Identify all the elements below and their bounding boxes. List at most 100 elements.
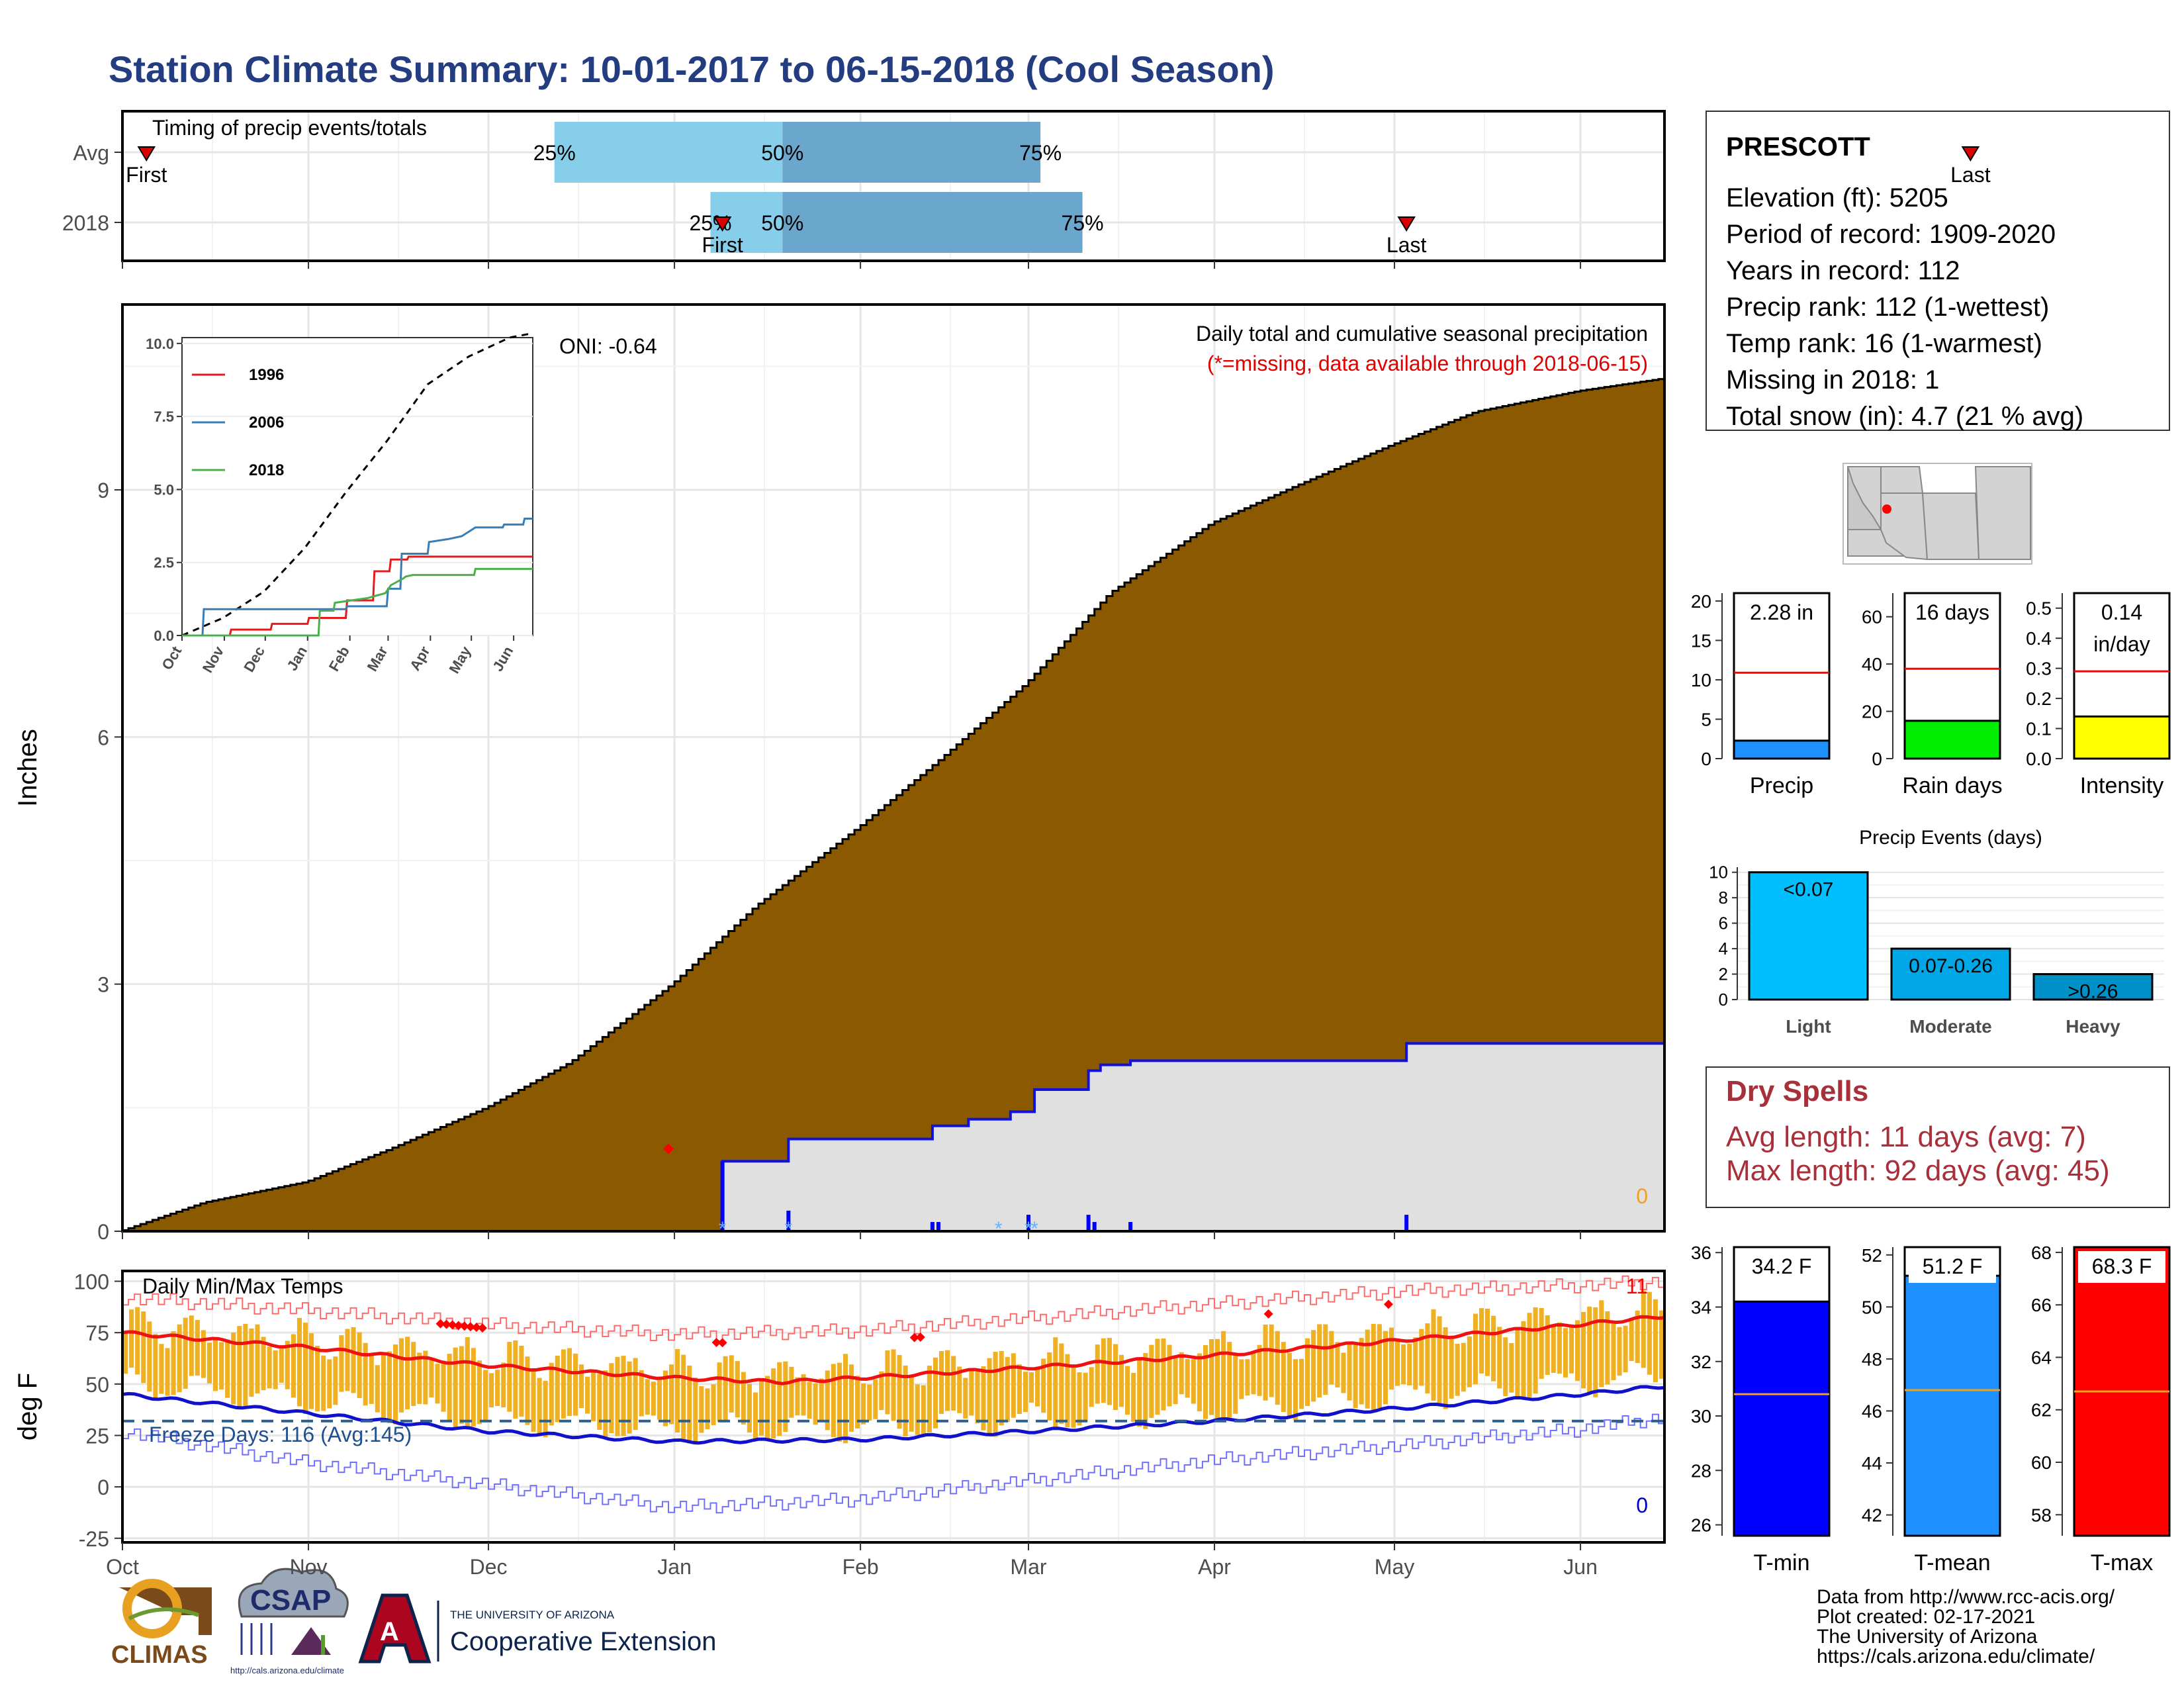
daily-temp-bar xyxy=(1293,1359,1298,1420)
daily-temp-bar xyxy=(891,1349,896,1421)
timing-p50-label: 50% xyxy=(761,141,803,165)
daily-precip-bar xyxy=(1086,1215,1091,1231)
daily-temp-bar xyxy=(279,1347,284,1383)
daily-temp-bar xyxy=(645,1379,650,1415)
daily-temp-bar xyxy=(933,1357,938,1429)
daily-temp-bar xyxy=(249,1328,254,1397)
daily-temp-bar xyxy=(789,1366,794,1418)
daily-temp-bar xyxy=(177,1324,182,1393)
temp-frame xyxy=(121,1270,1666,1544)
tmax-panel-y-tick-label: 58 xyxy=(2031,1505,2052,1525)
csap-wordmark: CSAP xyxy=(250,1584,331,1617)
precip-events-y-tick-label: 8 xyxy=(1719,888,1728,908)
daily-temp-bar xyxy=(957,1366,962,1413)
daily-temp-bar xyxy=(579,1364,584,1409)
daily-temp-bar xyxy=(392,1344,398,1425)
daily-temp-bar xyxy=(1593,1307,1598,1397)
temp-y-tick-label: 0 xyxy=(97,1476,109,1499)
climas-logo: CLIMAS xyxy=(111,1579,212,1669)
daily-temp-bar xyxy=(1155,1338,1160,1415)
daily-temp-bar xyxy=(975,1372,980,1424)
station-snow: Total snow (in): 4.7 (21 % avg) xyxy=(1726,402,2083,431)
daily-temp-bar xyxy=(1197,1353,1202,1412)
rain-days-panel-value-label: 16 days xyxy=(1915,600,1989,624)
daily-temp-bar xyxy=(639,1370,644,1417)
inset-y-tick-label: 0.0 xyxy=(154,628,174,644)
daily-temp-bar xyxy=(1533,1307,1538,1394)
daily-temp-bar xyxy=(855,1376,860,1429)
temp-y-tick-label: 75 xyxy=(85,1321,109,1345)
daily-temp-bar xyxy=(801,1374,806,1416)
daily-temp-bar xyxy=(1185,1359,1190,1398)
tmean-panel-y-tick-label: 46 xyxy=(1862,1401,1882,1421)
daily-temp-bar xyxy=(741,1372,746,1425)
daily-temp-bar xyxy=(1557,1322,1562,1374)
snow-day-marker: * xyxy=(719,1218,727,1240)
daily-temp-bar xyxy=(1035,1366,1040,1407)
daily-temp-bar xyxy=(651,1382,656,1416)
precip-events-category-label: Moderate xyxy=(1909,1016,1991,1037)
temp-y-tick-label: 25 xyxy=(85,1424,109,1448)
daily-temp-bar xyxy=(273,1350,278,1389)
footer-credits: Data from http://www.rcc-acis.org/ Plot … xyxy=(1817,1586,2115,1667)
daily-temp-bar xyxy=(717,1362,722,1423)
daily-temp-bar xyxy=(1503,1337,1508,1397)
intensity-panel-y-tick-label: 0.1 xyxy=(2026,719,2052,739)
intensity-panel-value-box xyxy=(2078,597,2165,657)
precip-frame xyxy=(121,303,1666,1233)
daily-temp-bar xyxy=(765,1376,770,1439)
daily-temp-bar xyxy=(1401,1344,1406,1385)
intensity-panel-bar xyxy=(2073,715,2171,760)
daily-precip-bar xyxy=(720,1161,725,1231)
daily-temp-bar xyxy=(435,1364,440,1404)
tmin-panel-y-tick-label: 32 xyxy=(1691,1352,1711,1372)
daily-temp-bar xyxy=(1118,1354,1124,1407)
precip-y-tick-label: 6 xyxy=(97,726,109,749)
daily-temp-bar xyxy=(1617,1327,1622,1376)
daily-temp-bar xyxy=(471,1348,476,1427)
daily-temp-bar xyxy=(662,1370,668,1427)
footer-line-url: https://cals.arizona.edu/climate/ xyxy=(1817,1646,2095,1667)
intensity-panel-y-tick-label: 0.2 xyxy=(2026,688,2052,709)
timing-last-marker xyxy=(1961,146,1980,162)
daily-temp-bar xyxy=(1227,1342,1232,1418)
daily-temp-bar xyxy=(1605,1311,1610,1385)
daily-temp-bar xyxy=(1641,1291,1646,1368)
daily-temp-bar xyxy=(1425,1323,1430,1393)
daily-temp-bar xyxy=(231,1333,236,1405)
precip-total-panel-name: Precip xyxy=(1750,773,1813,798)
daily-temp-bar xyxy=(747,1383,752,1433)
daily-temp-bar xyxy=(1191,1359,1196,1404)
station-years: Years in record: 112 xyxy=(1726,256,1960,285)
record-low-count: 0 xyxy=(1636,1493,1648,1517)
daily-temp-bar xyxy=(129,1309,134,1368)
precip-total-panel-value-box xyxy=(1738,597,1825,624)
tmax-panel-value-box xyxy=(2078,1251,2165,1283)
timing-frame xyxy=(121,110,1666,262)
inset-y-tick-label: 5.0 xyxy=(154,481,174,498)
station-missing: Missing in 2018: 1 xyxy=(1726,365,1939,395)
precip-zero-count: 0 xyxy=(1636,1184,1648,1208)
daily-temp-bar xyxy=(873,1379,878,1419)
daily-temp-bar xyxy=(171,1331,176,1395)
precip-total-panel-y-tick-label: 5 xyxy=(1701,709,1711,729)
intensity-panel: 0.0 0.1 0.2 0.3 0.4 0.5 0.14 in/day Intensity xyxy=(2026,592,2171,798)
daily-temp-bar xyxy=(1365,1329,1370,1409)
daily-temp-bar xyxy=(453,1347,458,1429)
record-high-marker xyxy=(459,1321,469,1331)
daily-temp-bar xyxy=(693,1378,698,1445)
daily-temp-bar xyxy=(296,1317,302,1407)
daily-temp-bar xyxy=(1383,1331,1388,1405)
tmin-panel-bar xyxy=(1733,1300,1831,1537)
tmin-panel-y-tick-label: 34 xyxy=(1691,1297,1711,1317)
record-high-marker xyxy=(477,1323,487,1333)
daily-temp-bar xyxy=(1173,1355,1178,1405)
daily-temp-bar xyxy=(795,1377,800,1416)
daily-temp-bar xyxy=(441,1360,446,1412)
daily-temp-bar xyxy=(1257,1344,1262,1396)
daily-temp-bar xyxy=(135,1307,140,1375)
daily-temp-bar xyxy=(381,1354,386,1419)
daily-temp-bar xyxy=(1371,1323,1376,1410)
